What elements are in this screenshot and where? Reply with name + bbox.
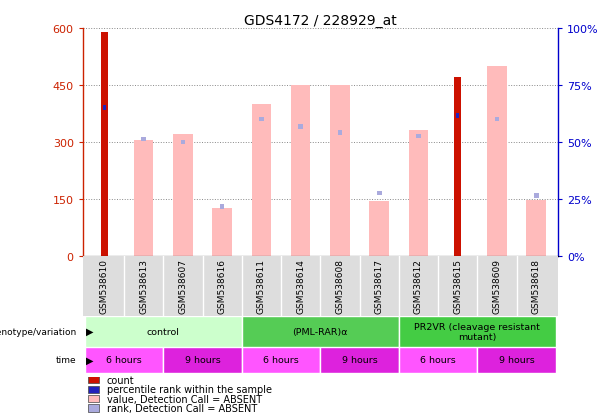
Bar xyxy=(220,204,224,209)
Bar xyxy=(88,376,99,384)
Text: 9 hours: 9 hours xyxy=(341,356,378,364)
Text: 6 hours: 6 hours xyxy=(106,356,142,364)
Bar xyxy=(291,85,310,256)
Bar xyxy=(85,316,242,347)
Text: control: control xyxy=(147,327,180,336)
Title: GDS4172 / 228929_at: GDS4172 / 228929_at xyxy=(244,14,397,28)
Text: GSM538609: GSM538609 xyxy=(492,259,501,313)
Text: GSM538613: GSM538613 xyxy=(139,259,148,313)
Text: GSM538608: GSM538608 xyxy=(335,259,345,313)
Bar xyxy=(330,85,350,256)
Bar xyxy=(141,137,146,142)
Bar xyxy=(259,117,264,122)
Text: ▶: ▶ xyxy=(86,355,93,365)
Text: (PML-RAR)α: (PML-RAR)α xyxy=(292,327,348,336)
Bar xyxy=(527,200,546,256)
Bar xyxy=(163,347,242,373)
Bar xyxy=(377,191,381,196)
Bar xyxy=(299,125,303,130)
Text: GSM538611: GSM538611 xyxy=(257,259,266,313)
Text: time: time xyxy=(56,356,77,364)
Bar xyxy=(409,131,428,256)
Bar xyxy=(85,347,163,373)
Bar xyxy=(134,140,153,256)
Text: GSM538612: GSM538612 xyxy=(414,259,423,313)
Bar xyxy=(370,201,389,256)
Text: GSM538618: GSM538618 xyxy=(531,259,541,313)
Text: 9 hours: 9 hours xyxy=(499,356,535,364)
Bar xyxy=(101,33,108,256)
Bar xyxy=(399,347,478,373)
Text: percentile rank within the sample: percentile rank within the sample xyxy=(107,385,272,394)
Bar xyxy=(495,117,500,122)
Bar xyxy=(416,135,421,139)
Bar xyxy=(88,404,99,412)
Bar xyxy=(88,386,99,393)
Text: rank, Detection Call = ABSENT: rank, Detection Call = ABSENT xyxy=(107,403,257,413)
Bar xyxy=(487,67,507,256)
Text: 6 hours: 6 hours xyxy=(263,356,299,364)
Bar xyxy=(180,140,185,145)
Text: GSM538617: GSM538617 xyxy=(375,259,384,313)
Bar xyxy=(454,78,461,256)
Bar xyxy=(88,395,99,402)
Text: genotype/variation: genotype/variation xyxy=(0,327,77,336)
Text: GSM538614: GSM538614 xyxy=(296,259,305,313)
Text: 9 hours: 9 hours xyxy=(185,356,221,364)
Text: 6 hours: 6 hours xyxy=(420,356,456,364)
Bar xyxy=(251,104,271,256)
Text: count: count xyxy=(107,375,134,385)
Bar xyxy=(456,114,459,118)
Text: GSM538616: GSM538616 xyxy=(218,259,227,313)
Text: value, Detection Call = ABSENT: value, Detection Call = ABSENT xyxy=(107,394,262,404)
Text: PR2VR (cleavage resistant
mutant): PR2VR (cleavage resistant mutant) xyxy=(414,322,540,341)
Text: GSM538610: GSM538610 xyxy=(100,259,109,313)
Bar xyxy=(478,347,556,373)
Bar xyxy=(212,209,232,256)
Bar xyxy=(103,106,106,111)
Text: ▶: ▶ xyxy=(86,326,93,337)
Bar xyxy=(242,316,399,347)
Bar xyxy=(534,194,539,199)
Bar xyxy=(320,347,399,373)
Text: GSM538607: GSM538607 xyxy=(178,259,188,313)
Bar xyxy=(399,316,556,347)
Text: GSM538615: GSM538615 xyxy=(453,259,462,313)
Bar xyxy=(173,135,192,256)
Bar xyxy=(242,347,321,373)
Bar xyxy=(338,131,342,135)
